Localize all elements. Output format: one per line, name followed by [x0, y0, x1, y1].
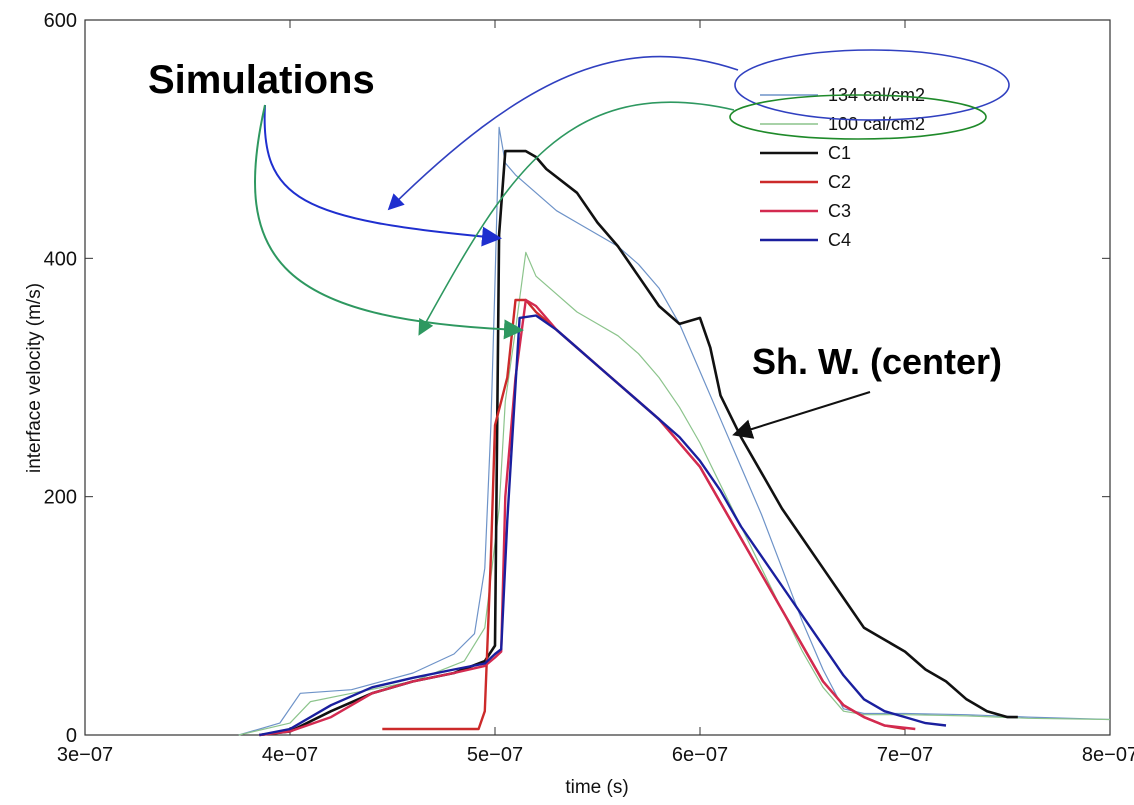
y-axis-title: interface velocity (m/s): [24, 283, 45, 473]
x-tick-label: 6e−07: [672, 744, 728, 766]
x-axis-title: time (s): [565, 777, 628, 798]
series-line-100-cal-cm2: [238, 251, 1111, 736]
series-layer: [238, 126, 1111, 737]
plot-frame: [84, 19, 1111, 736]
y-axis-ticks: 0 200 400 600: [44, 10, 1110, 747]
legend-label: C2: [828, 172, 851, 192]
ellipse-134: [734, 49, 1010, 121]
y-tick-label: 0: [66, 725, 77, 747]
x-tick-label: 8e−07: [1082, 744, 1134, 766]
x-tick-label: 4e−07: [262, 744, 318, 766]
y-tick-label: 200: [44, 487, 77, 509]
y-tick-label: 400: [44, 248, 77, 270]
x-tick-label: 5e−07: [467, 744, 523, 766]
legend-label: 100 cal/cm2: [828, 114, 925, 134]
x-tick-label: 3e−07: [57, 744, 113, 766]
x-tick-label: 7e−07: [877, 744, 933, 766]
series-line-c4: [259, 314, 947, 737]
legend-label: C4: [828, 230, 851, 250]
legend-label: C3: [828, 201, 851, 221]
x-axis-ticks: 3e−07 4e−07 5e−07 6e−07 7e−07 8e−07: [57, 20, 1134, 766]
simulations-annotation: Simulations: [148, 58, 375, 102]
arrow-134-to-curve: [387, 55, 739, 211]
arrow-100-to-curve: [418, 101, 735, 336]
shock-wave-annotation: Sh. W. (center): [752, 341, 1002, 382]
arrow-sim-to-134: [263, 104, 502, 247]
arrow-sim-to-100: [253, 104, 524, 340]
y-tick-label: 600: [44, 10, 77, 32]
ellipse-100: [729, 94, 987, 140]
series-line-134-cal-cm2: [238, 126, 1111, 736]
series-line-c1: [259, 149, 1018, 737]
arrow-shockwave: [732, 391, 871, 439]
legend-label: C1: [828, 143, 851, 163]
